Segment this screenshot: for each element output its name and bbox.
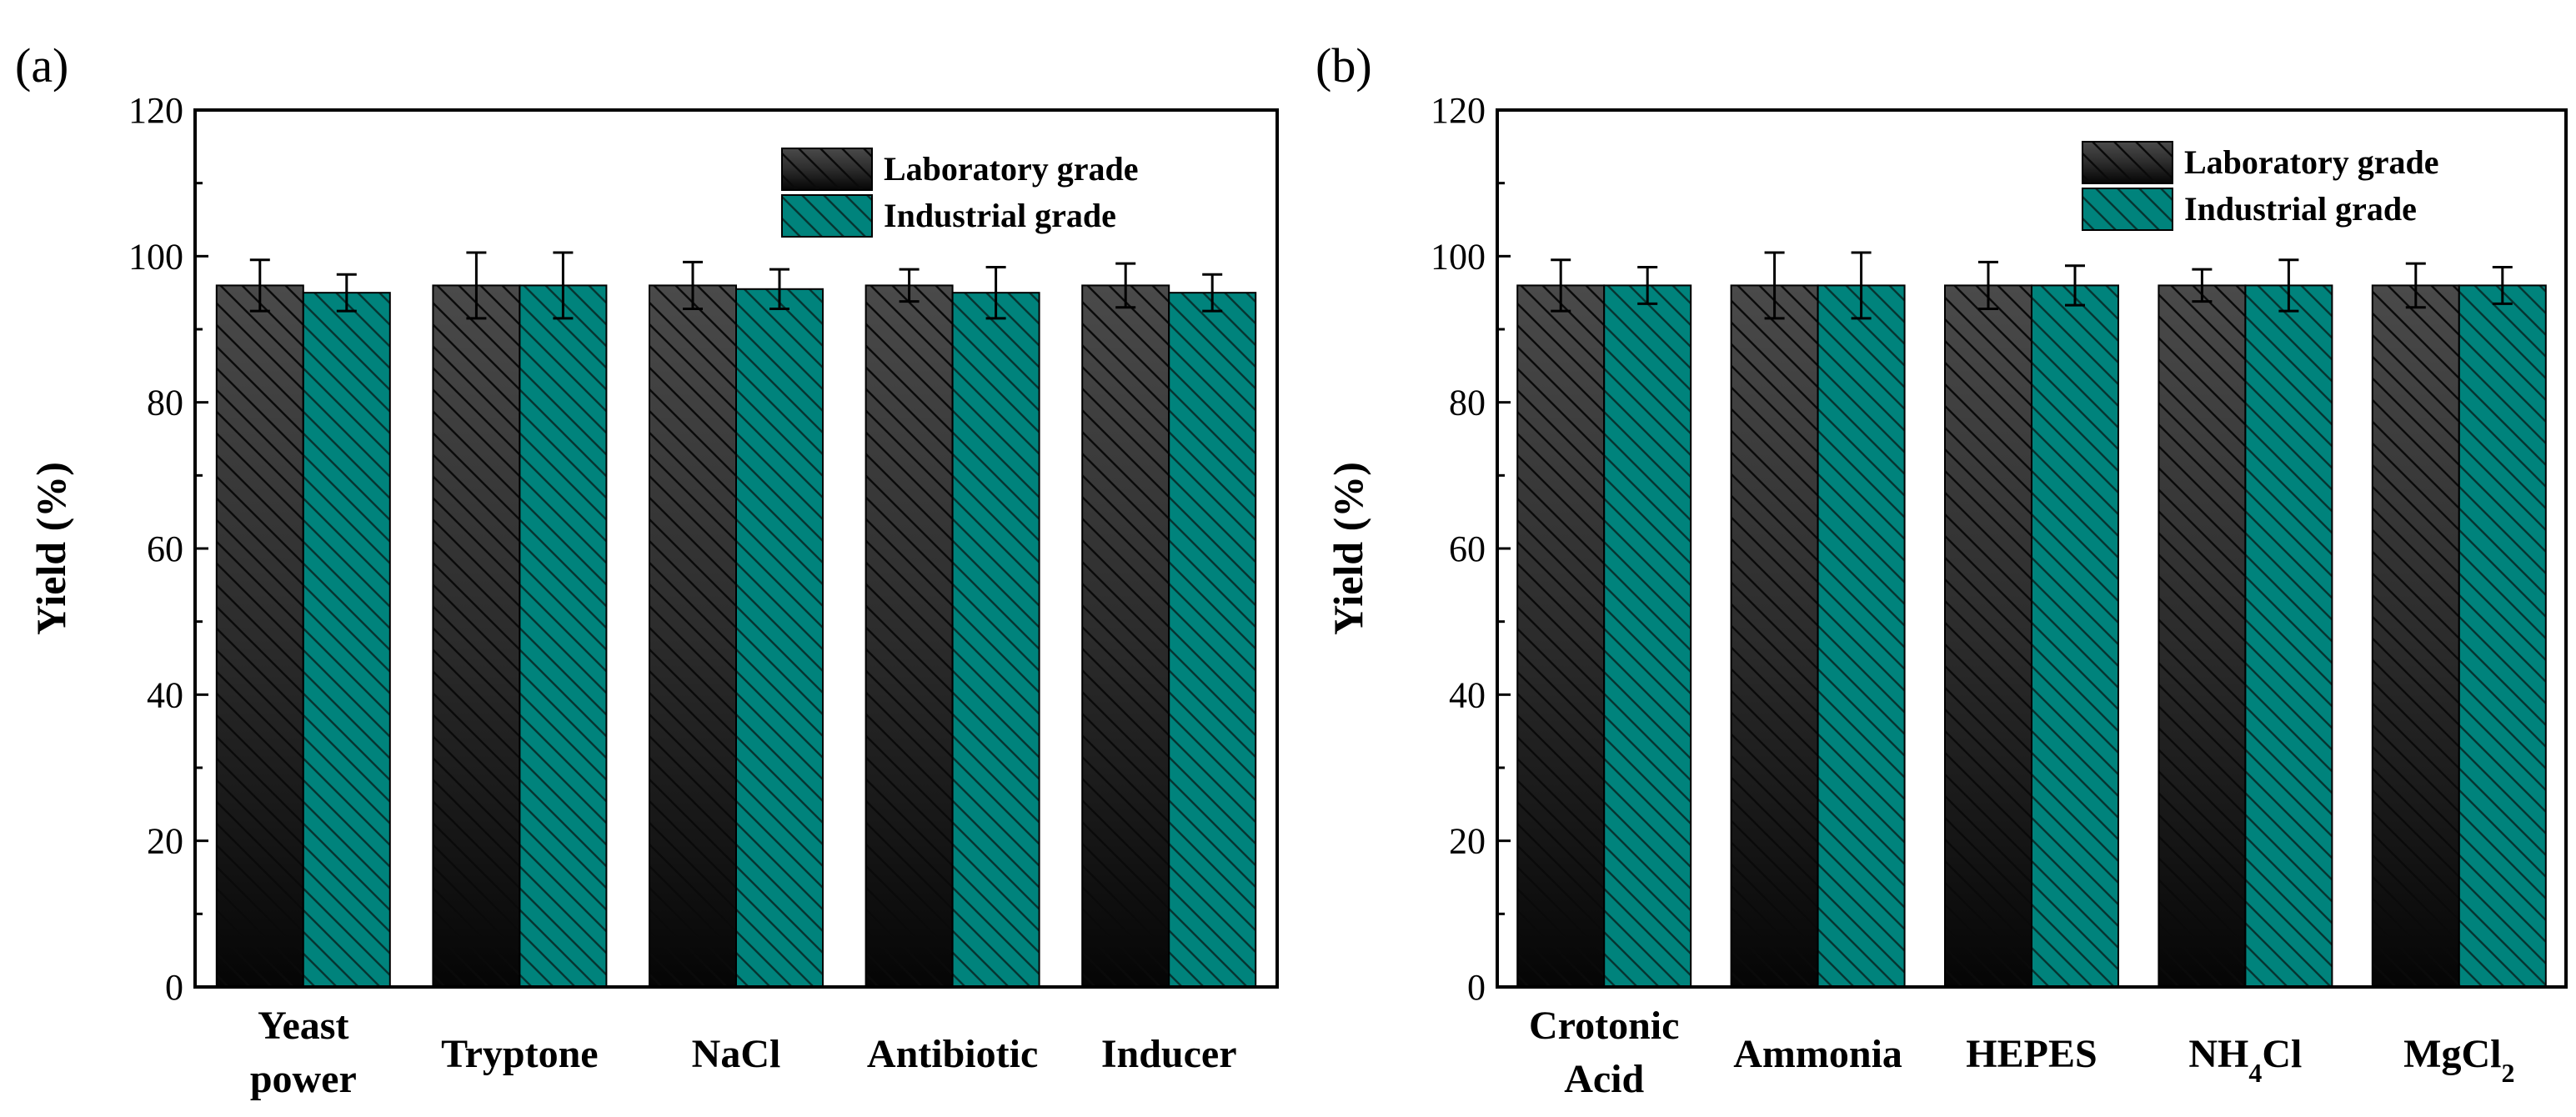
bar-industrial-1 [1817, 284, 1906, 988]
bar-industrial-1 [519, 284, 608, 988]
bar-hatch [433, 285, 520, 987]
category-label: Tryptone [441, 1032, 598, 1076]
category-label: Acid [1564, 1057, 1644, 1101]
y-tick-label: 120 [128, 90, 183, 131]
y-tick-label: 40 [147, 674, 183, 715]
bar-fill [1604, 285, 1691, 987]
bar-laboratory-1 [432, 284, 521, 988]
swatch-outline [781, 148, 873, 191]
bar-hatch [2158, 285, 2246, 987]
y-tick-label: 120 [1431, 90, 1486, 131]
category-label: Antibiotic [867, 1032, 1038, 1076]
bar-fill [303, 293, 390, 988]
swatch-hatch [782, 148, 872, 190]
panel-label: (b) [1316, 38, 1372, 93]
bar-industrial-4 [2458, 284, 2547, 988]
category-label: NaCl [692, 1032, 781, 1076]
bar-hatch [216, 285, 303, 987]
y-tick-label: 20 [1449, 821, 1486, 862]
bar-fill [1817, 285, 1905, 987]
legend-label: Laboratory grade [2184, 143, 2439, 181]
panel-b-chart: (b) Crotonic Acid Ammonia HEPES NH4Cl MgCl2 0 20… [1316, 38, 2568, 1101]
legend-label: Industrial grade [884, 197, 1116, 234]
y-axis-label: Yield (%) [28, 462, 74, 635]
bar-laboratory-4 [1081, 284, 1170, 988]
category-label: Ammonia [1733, 1032, 1902, 1076]
y-axis-label: Yield (%) [1325, 462, 1371, 635]
bar-laboratory-1 [1730, 284, 1819, 988]
bar-hatch [865, 285, 953, 987]
bar-industrial-3 [2244, 284, 2333, 988]
y-tick-label: 20 [147, 821, 183, 862]
legend-swatch-industrial [781, 194, 873, 238]
swatch-outline [781, 194, 873, 238]
bar-hatch [1517, 285, 1605, 987]
bar-fill [519, 285, 607, 987]
bar-industrial-4 [1168, 292, 1257, 988]
category-label: Inducer [1101, 1032, 1237, 1076]
bar-laboratory-3 [865, 284, 954, 988]
bar-laboratory-3 [2158, 284, 2247, 988]
bar-industrial-0 [302, 292, 391, 988]
y-tick-label: 60 [147, 528, 183, 569]
bar-fill [2458, 285, 2546, 987]
bar-laboratory-0 [1516, 284, 1606, 988]
category-label: power [250, 1057, 357, 1101]
y-tick-label: 40 [1449, 674, 1486, 715]
category-label: NH4Cl [2188, 1032, 2302, 1088]
legend-label: Industrial grade [2184, 190, 2417, 228]
y-tick-label: 60 [1449, 528, 1486, 569]
bar-laboratory-2 [1944, 284, 2032, 988]
bar-fill [2245, 285, 2333, 987]
panel-a-chart: (a) Yeast power Tryptone NaCl Antibiotic Induc… [15, 38, 1279, 1101]
bar-hatch [649, 285, 736, 987]
category-label: Yeast [258, 1004, 348, 1048]
swatch-outline [2082, 141, 2173, 184]
legend-label: Laboratory grade [884, 150, 1139, 188]
swatch-fill [2082, 188, 2173, 230]
category-label: MgCl2 [2403, 1032, 2514, 1088]
category-label: Crotonic [1529, 1004, 1679, 1048]
y-tick-label: 0 [1467, 967, 1486, 1008]
bar-industrial-2 [2031, 284, 2119, 988]
bar-industrial-0 [1603, 284, 1692, 988]
y-tick-label: 80 [147, 383, 183, 423]
swatch-fill [782, 195, 872, 237]
bar-fill [1169, 293, 1256, 988]
legend-swatch-laboratory [781, 148, 873, 191]
y-tick-label: 80 [1449, 383, 1486, 423]
bar-laboratory-2 [649, 284, 737, 988]
swatch-outline [2082, 188, 2173, 231]
legend-swatch-industrial [2082, 188, 2173, 231]
bar-laboratory-0 [215, 284, 304, 988]
legend-swatch-laboratory [2082, 141, 2173, 184]
bar-industrial-2 [735, 288, 824, 988]
bar-hatch [2372, 285, 2459, 987]
category-label: HEPES [1966, 1032, 2097, 1076]
swatch-hatch [2082, 142, 2173, 183]
bar-laboratory-4 [2371, 284, 2460, 988]
bar-fill [2032, 285, 2118, 987]
bar-fill [952, 293, 1040, 988]
bar-industrial-3 [951, 292, 1040, 988]
y-tick-label: 100 [1431, 236, 1486, 277]
bar-fill [736, 288, 823, 987]
panel-label: (a) [15, 38, 68, 93]
bar-hatch [1945, 285, 2032, 987]
y-tick-label: 100 [128, 236, 183, 277]
bar-hatch [1731, 285, 1818, 987]
bar-hatch [1082, 285, 1170, 987]
y-tick-label: 0 [165, 967, 183, 1008]
